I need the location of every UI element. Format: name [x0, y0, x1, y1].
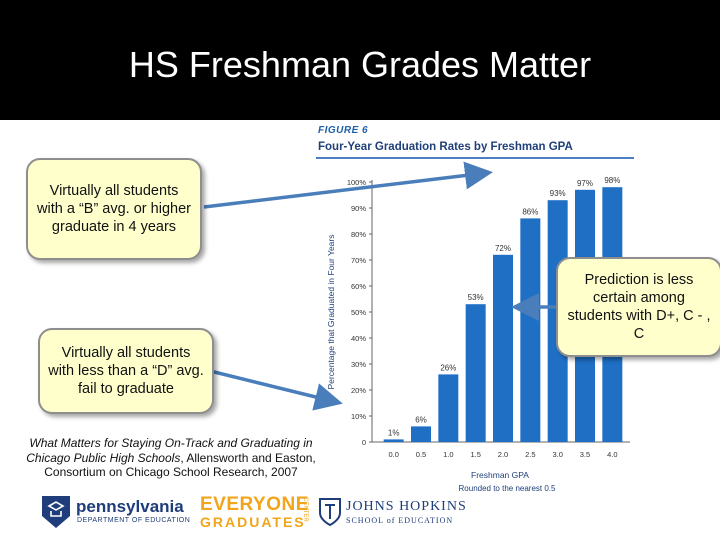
y-tick-label: 70% — [351, 256, 366, 265]
callout-c-range: Prediction is less certain among student… — [556, 257, 720, 357]
everyone-graduates-logo-side: CENTER — [302, 497, 308, 522]
bar-1.0 — [438, 374, 459, 442]
x-tick-label: 1.5 — [470, 450, 480, 459]
x-tick-label: 2.0 — [498, 450, 508, 459]
title-bar — [0, 0, 720, 120]
bar-2.0 — [493, 254, 513, 442]
y-tick-label: 0 — [362, 438, 366, 447]
figure-label: FIGURE 6 — [318, 125, 369, 136]
x-tick-label: 3.5 — [580, 450, 590, 459]
citation-title: What Matters for Staying On-Track and Gr… — [26, 436, 313, 465]
callout-d-text: Virtually all students with less than a … — [48, 345, 204, 397]
data-label-0.0: 1% — [388, 428, 400, 437]
x-tick-label: 0.0 — [388, 450, 398, 459]
x-tick-label: 1.0 — [443, 450, 453, 459]
arrow-b-average — [203, 161, 493, 209]
x-tick-label: 0.5 — [416, 450, 426, 459]
pennsylvania-dept-text: DEPARTMENT OF EDUCATION — [77, 517, 191, 524]
y-tick-label: 100% — [347, 178, 367, 187]
everyone-graduates-logo-line2: GRADUATES — [200, 514, 306, 530]
y-tick-label: 40% — [351, 334, 366, 343]
callout-b-average: Virtually all students with a “B” avg. o… — [26, 158, 202, 260]
data-label-3.0: 93% — [550, 189, 566, 198]
slide-title: HS Freshman Grades Matter — [128, 44, 592, 85]
y-tick-label: 20% — [351, 386, 366, 395]
y-tick-label: 80% — [351, 230, 366, 239]
bar-0.5 — [411, 426, 431, 442]
x-axis-note: Rounded to the nearest 0.5 — [459, 484, 557, 493]
y-axis-label: Percentage that Graduated in Four Years — [326, 235, 336, 390]
everyone-graduates-logo-line1: EVERYONE — [200, 494, 309, 515]
y-tick-label: 90% — [351, 204, 366, 213]
johns-hopkins-school-text: SCHOOL of EDUCATION — [346, 516, 454, 525]
callout-c-text: Prediction is less certain among student… — [567, 272, 711, 342]
data-label-2.5: 86% — [522, 207, 538, 216]
data-label-1.5: 53% — [468, 293, 484, 302]
callout-d-average: Virtually all students with less than a … — [38, 328, 214, 414]
citation-rest: , Allensworth and Easton, Consortium on … — [44, 450, 316, 480]
data-label-4.0: 98% — [604, 176, 620, 185]
bar-0.0 — [383, 439, 404, 442]
callout-b-text: Virtually all students with a “B” avg. o… — [37, 183, 191, 235]
bar-2.5 — [520, 218, 541, 442]
bar-1.5 — [465, 304, 486, 442]
y-tick-label: 10% — [351, 412, 366, 421]
citation: What Matters for Staying On-Track and Gr… — [6, 436, 336, 480]
x-tick-label: 4.0 — [607, 450, 617, 459]
y-tick-label: 50% — [351, 308, 366, 317]
y-tick-label: 60% — [351, 282, 366, 291]
figure-title: Four-Year Graduation Rates by Freshman G… — [318, 141, 573, 153]
y-tick-label: 30% — [351, 360, 366, 369]
pennsylvania-keystone-icon — [42, 496, 70, 528]
data-label-1.0: 26% — [440, 363, 456, 372]
data-label-0.5: 6% — [415, 415, 427, 424]
x-tick-label: 2.5 — [525, 450, 535, 459]
arrow-d-average — [193, 365, 343, 411]
data-label-3.5: 97% — [577, 179, 593, 188]
pennsylvania-logo-text: pennsylvania — [76, 497, 184, 516]
johns-hopkins-shield-icon — [319, 498, 341, 527]
johns-hopkins-logo-text: JOHNS HOPKINS — [346, 499, 467, 514]
x-axis-label: Freshman GPA — [471, 470, 529, 480]
x-tick-label: 3.0 — [552, 450, 562, 459]
data-label-2.0: 72% — [495, 244, 511, 253]
figure-rule — [316, 157, 634, 159]
